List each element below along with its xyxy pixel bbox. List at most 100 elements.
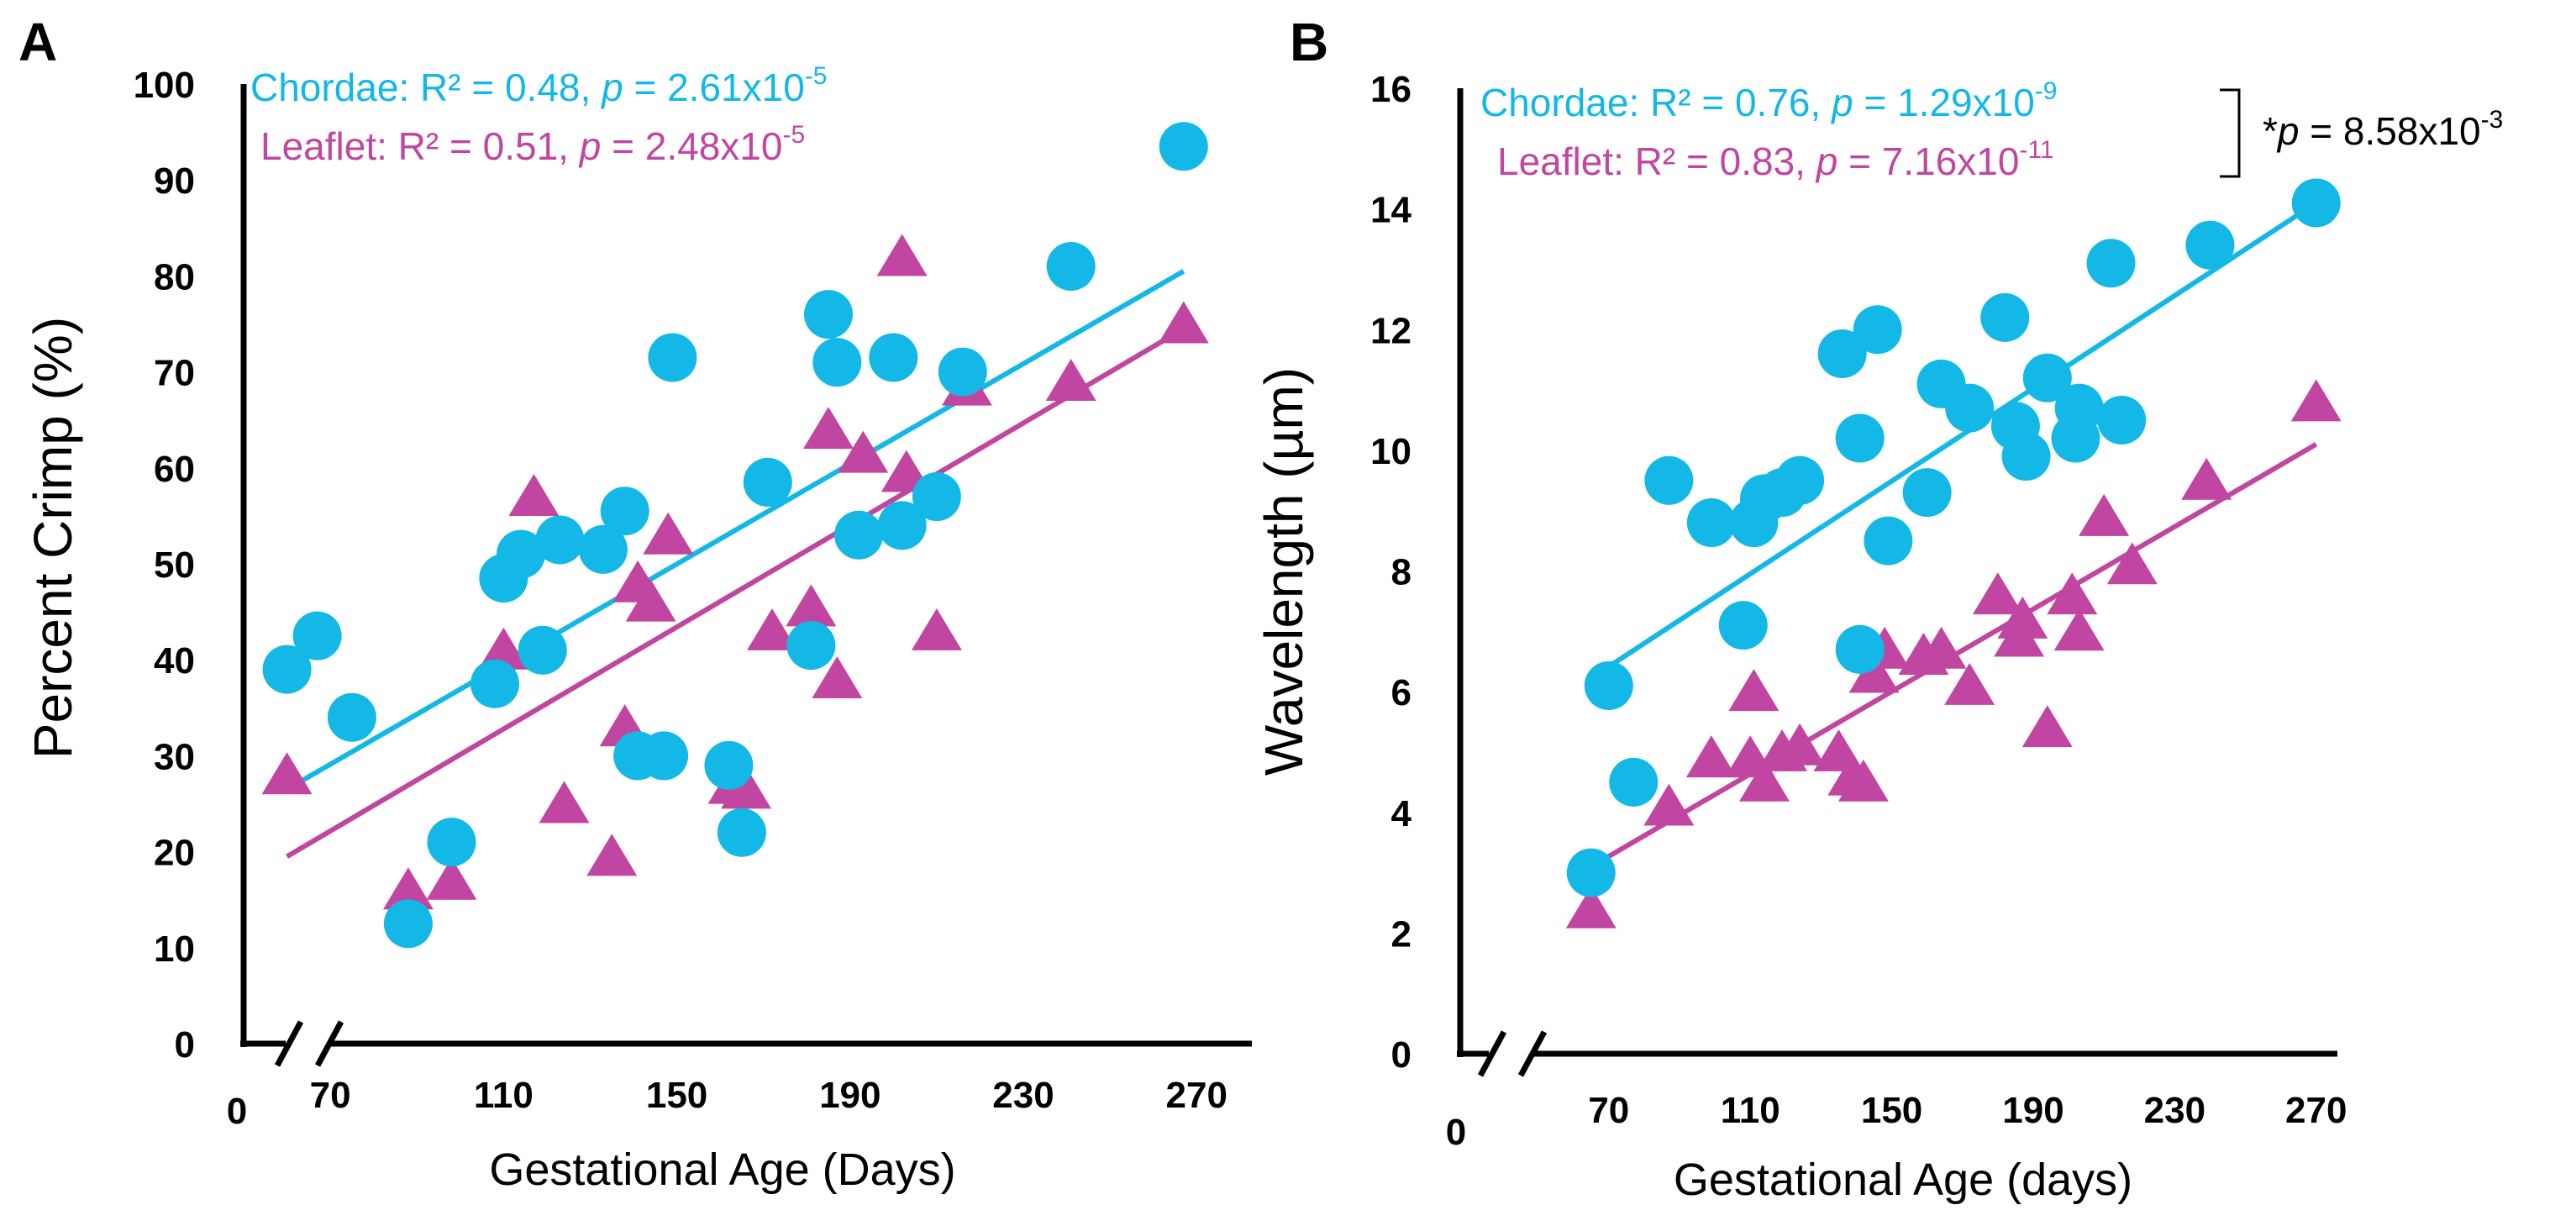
panel-b-point-leaflet [1685,735,1737,778]
panel-a-y-tick-label: 80 [154,256,195,297]
panel-b-x-tick-label: 270 [2285,1090,2347,1131]
panel-b-point-chordae [2185,220,2235,270]
panel-a-y-tick-label: 50 [154,545,195,586]
panel-a-point-chordae [786,621,836,671]
panel-a-data-points [261,122,1209,949]
panel-b-y-tick-label: 4 [1391,793,1412,834]
panel-a-axis-break-right [314,1020,344,1067]
panel-b-point-chordae [1584,660,1633,710]
panel-b-point-leaflet [2047,572,2098,615]
panel-a-y-tick-label: 90 [154,160,195,202]
panel-a-x-tick-label: 150 [646,1075,707,1116]
panel-a-label: A [18,12,57,72]
panel-a-point-chordae [1046,241,1096,291]
panel-b-x-tick-label: 150 [1861,1090,1922,1131]
panel-b-comparison-bracket [2220,88,2241,178]
panel-a-point-chordae [292,611,342,660]
panel-b-label: B [1290,12,1328,72]
panel-b-data-points [1565,178,2342,929]
panel-b-stat-leaflet: Leaflet: R² = 0.83, p = 7.16x10-11 [1497,136,2054,183]
panel-a-x-tick-label: 230 [992,1075,1054,1116]
panel-a-y-tick-label: 100 [134,65,195,106]
panel-b-x-origin-label: 0 [1446,1112,1466,1153]
panel-a-point-leaflet [478,627,529,670]
panel-a-point-chordae [812,338,862,387]
panel-a-point-chordae [518,625,567,675]
panel-a-point-leaflet [746,608,797,650]
panel-a-point-chordae [600,487,649,536]
panel-a-y-tick-label: 40 [154,640,195,681]
panel-a-y-tick-label: 10 [154,929,195,970]
panel-b-point-leaflet [2290,379,2342,422]
panel-a-point-chordae [834,510,884,560]
panel-b-x-tick-label: 70 [1588,1090,1629,1131]
panel-a-point-chordae [1159,122,1208,171]
panel-a-point-leaflet [1158,301,1209,344]
panel-a-point-chordae [912,472,961,522]
panel-b-x-tick-label: 110 [1721,1090,1780,1131]
panel-b-y-tick-labels: 0 2 4 6 8 10 12 14 16 [1370,69,1412,1076]
panel-b-point-chordae [1609,757,1659,807]
panel-a-point-leaflet [786,584,837,627]
panel-b-point-chordae [1835,624,1885,674]
panel-b-point-leaflet [2021,705,2073,748]
panel-a-x-axis-title: Gestational Age (Days) [489,1144,955,1195]
panel-b-point-chordae [2097,395,2147,445]
panel-a-point-leaflet [803,407,854,450]
panel-a-point-leaflet [1045,359,1096,401]
panel-a-y-tick-labels: 0 10 20 30 40 50 60 70 80 90 100 [134,65,195,1066]
panel-b-point-leaflet [1643,783,1695,826]
panel-b-y-tick-label: 14 [1370,190,1412,231]
panel-b-point-leaflet [1997,596,2048,639]
panel-a-point-chordae [535,515,585,565]
panel-b-chart: B Chordae: R² = 0.76, p = 1.29x10-9 Leaf… [1254,12,2503,1205]
panel-b-point-chordae [1853,305,1902,355]
panel-a-x-tick-label: 70 [310,1075,351,1116]
panel-b-point-leaflet [1739,759,1790,802]
panel-a-point-chordae [578,524,628,574]
panel-b-axis-break-left [1477,1030,1507,1077]
panel-a-point-chordae [869,333,918,382]
panel-b-point-chordae [1644,455,1694,505]
panel-a-point-chordae [704,740,754,790]
panel-b-point-leaflet [2181,457,2232,500]
panel-b-point-leaflet [1944,662,1995,705]
panel-b-point-chordae [1835,413,1885,463]
panel-b-x-tick-labels: 70 110 150 190 230 270 [1588,1090,2347,1131]
panel-a-x-tick-labels: 70 110 150 190 230 270 [310,1075,1228,1116]
panel-b-point-leaflet [1848,650,1900,693]
panel-a-point-leaflet [586,834,638,876]
panel-b-point-leaflet [1728,669,1780,712]
panel-a-point-leaflet [625,579,676,622]
panel-a-point-leaflet [508,474,560,517]
panel-a-chart: A Chordae: R² = 0.48, p = 2.61x10-5 Leaf… [18,12,1252,1195]
panel-a-fit-lines [286,269,1185,859]
panel-a-axis-break-left [274,1020,304,1067]
panel-a-point-chordae [327,692,376,742]
panel-b-point-chordae [2001,432,2051,481]
panel-a-y-tick-label: 70 [154,353,195,394]
panel-a-y-axis-title: Percent Crimp (%) [23,317,83,759]
panel-b-y-tick-label: 12 [1370,310,1412,351]
panel-a-x-tick-label: 110 [474,1075,534,1116]
panel-b-y-tick-label: 6 [1391,672,1412,713]
panel-b-axis-break-right [1517,1030,1548,1077]
panel-a-fit-line-leaflet [286,326,1185,859]
panel-b-point-leaflet [1837,759,1889,802]
panel-b-point-leaflet [2053,608,2105,651]
panel-a-fit-line-chordae [286,269,1185,792]
panel-a-point-leaflet [261,752,313,795]
panel-a-point-chordae [639,731,689,781]
panel-b-y-tick-label: 2 [1391,913,1412,955]
panel-a-point-leaflet [539,781,590,823]
panel-a-stat-chordae: Chordae: R² = 0.48, p = 2.61x10-5 [250,62,827,109]
panel-a-point-chordae [427,818,476,867]
panel-b-x-axis-title: Gestational Age (days) [1674,1155,2132,1205]
panel-a-y-tick-label: 60 [154,449,195,490]
panel-b-point-chordae [2054,383,2104,433]
panel-b-point-chordae [1566,848,1616,897]
panel-b-y-tick-label: 16 [1370,69,1412,110]
panel-b-point-chordae [1945,383,1995,433]
panel-b-point-leaflet [1916,626,1967,669]
